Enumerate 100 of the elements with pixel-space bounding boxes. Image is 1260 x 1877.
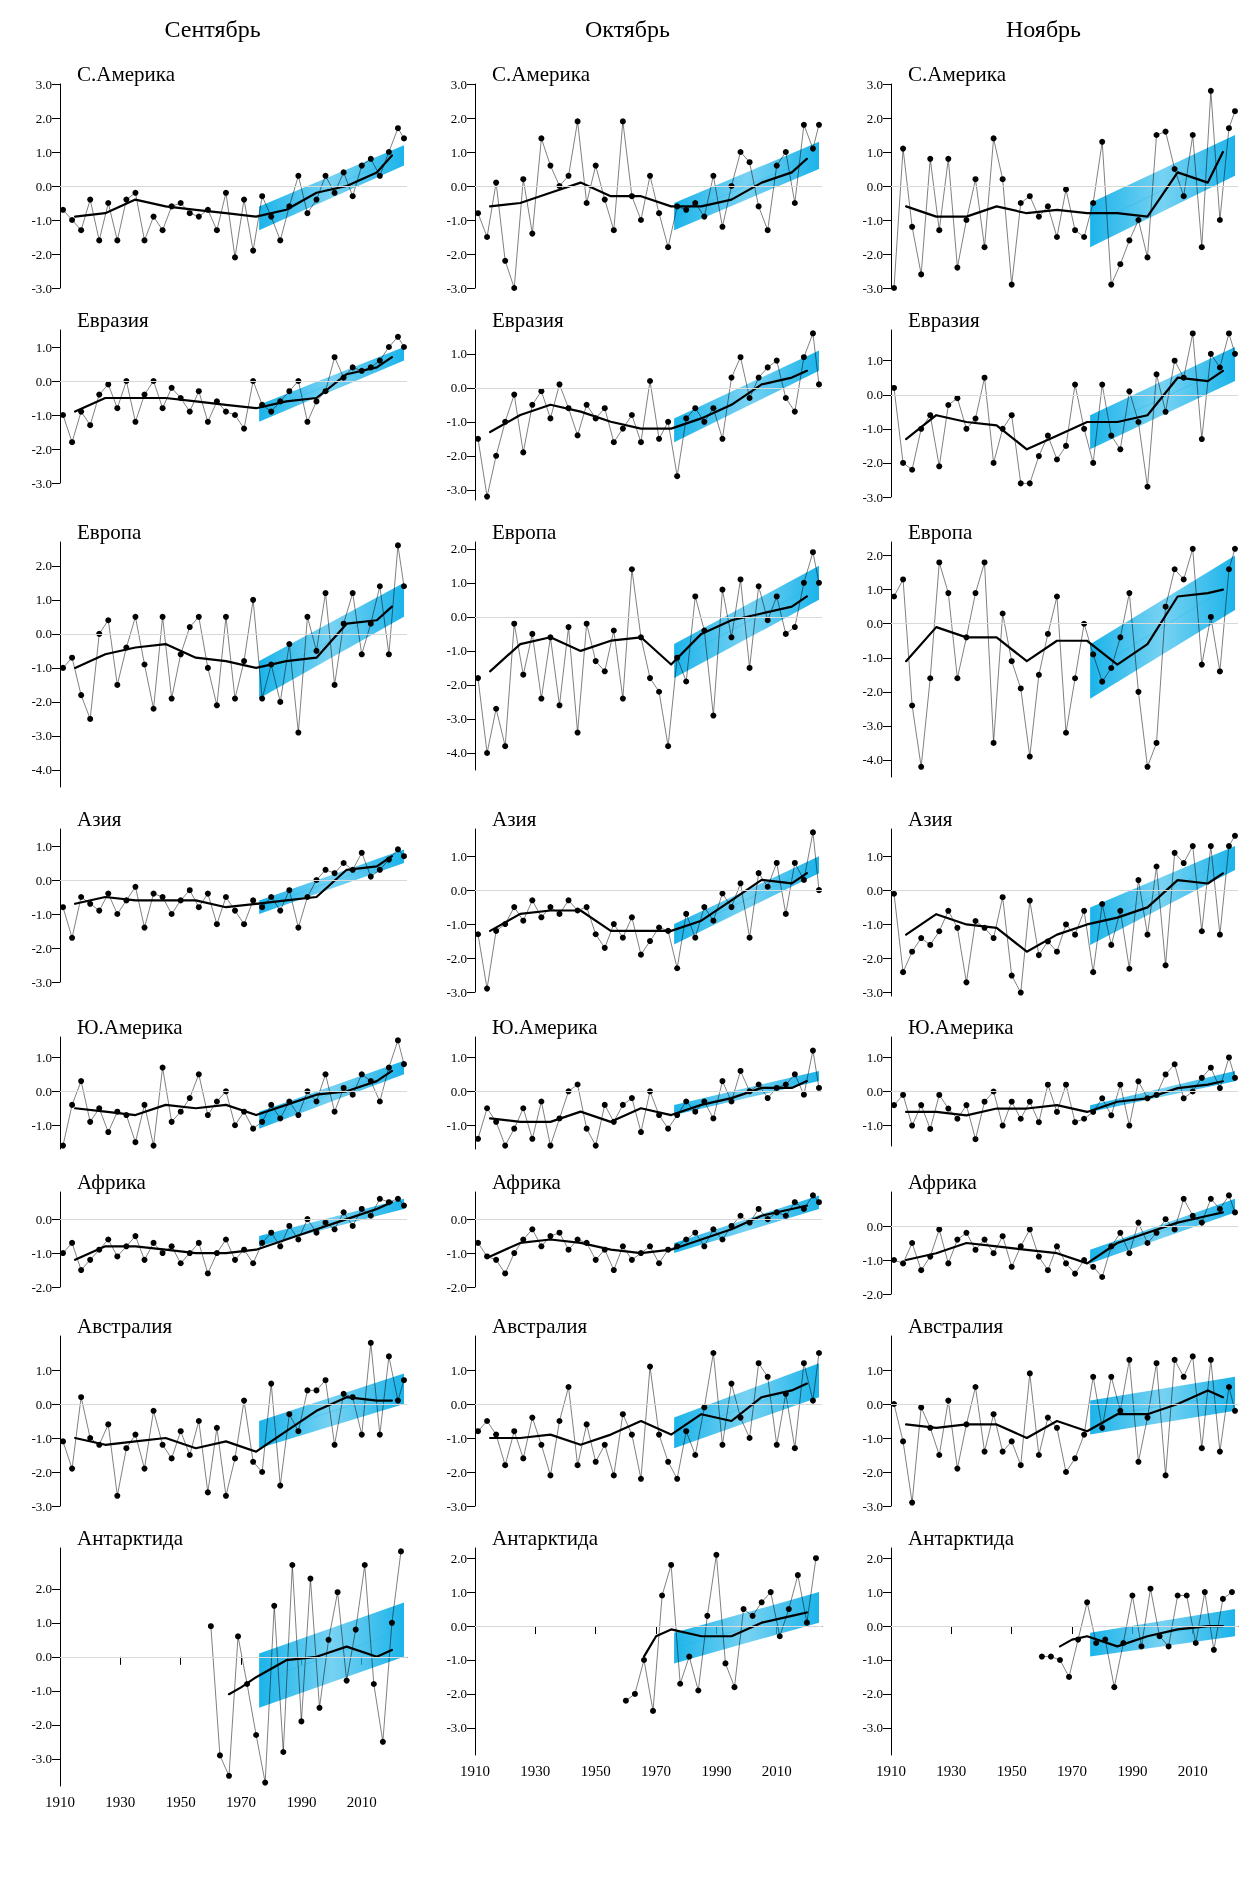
x-tick-label: 1950 xyxy=(165,1793,196,1810)
y-tick-label: -2.0 xyxy=(862,246,883,262)
y-tick-label: -1.0 xyxy=(446,1430,468,1446)
y-tick-label: -4.0 xyxy=(31,762,52,778)
y-tick-label: -3.0 xyxy=(31,280,52,296)
y-tick-label: 1.0 xyxy=(866,1050,883,1066)
y-tick-label: -2.0 xyxy=(862,1286,883,1302)
y-tick-label: 1.0 xyxy=(35,838,52,854)
chart-subtitle: Азия xyxy=(492,806,538,831)
chart-subtitle: Ю.Америка xyxy=(77,1014,184,1039)
chart-title: Октябрь xyxy=(585,16,671,42)
y-tick-label: 2.0 xyxy=(35,110,52,126)
y-tick-label: 0.0 xyxy=(866,616,883,632)
x-tick-label: 1970 xyxy=(226,1793,257,1810)
y-tick-label: -2.0 xyxy=(31,1279,52,1295)
y-tick-label: 0.0 xyxy=(866,1084,883,1100)
chart-subtitle: Евразия xyxy=(907,307,980,332)
y-tick-label: -2.0 xyxy=(31,1464,52,1480)
chart-title: Ноябрь xyxy=(1005,16,1081,42)
y-tick-label: -1.0 xyxy=(31,1245,52,1261)
y-tick-label: -3.0 xyxy=(862,280,883,296)
y-tick-label: 1.0 xyxy=(866,353,883,369)
y-tick-label: -1.0 xyxy=(862,421,883,437)
y-tick-label: 0.0 xyxy=(35,1084,52,1100)
y-tick-label: -1.0 xyxy=(31,1118,52,1134)
y-tick-label: 0.0 xyxy=(35,178,52,194)
y-tick-label: -2.0 xyxy=(446,950,468,966)
y-tick-label: -3.0 xyxy=(31,974,52,990)
y-tick-label: 1.0 xyxy=(35,592,52,608)
y-tick-label: -1.0 xyxy=(862,916,883,932)
y-tick-label: -3.0 xyxy=(446,711,468,727)
y-tick-label: 3.0 xyxy=(35,76,52,92)
x-tick-label: 1910 xyxy=(875,1762,906,1779)
x-tick-label: 1930 xyxy=(936,1762,966,1779)
chart-subtitle: Евразия xyxy=(77,307,150,332)
y-tick-label: 1.0 xyxy=(35,1362,52,1378)
chart-subtitle: Европа xyxy=(492,519,558,544)
y-tick-label: 0.0 xyxy=(35,1211,52,1227)
y-tick-label: -2.0 xyxy=(862,1686,883,1701)
y-tick-label: -3.0 xyxy=(862,718,883,734)
y-tick-label: -3.0 xyxy=(31,1750,52,1766)
y-tick-label: -1.0 xyxy=(862,1430,883,1446)
y-tick-label: -2.0 xyxy=(31,940,52,956)
chart-subtitle: Африка xyxy=(492,1169,562,1194)
y-tick-label: -3.0 xyxy=(31,475,52,491)
chart-subtitle: Австралия xyxy=(77,1313,173,1338)
x-tick-label: 1970 xyxy=(1056,1762,1087,1779)
y-tick-label: 1.0 xyxy=(451,346,468,362)
chart-subtitle: Африка xyxy=(77,1169,147,1194)
y-tick-label: 1.0 xyxy=(866,1362,883,1378)
y-tick-label: -3.0 xyxy=(446,1498,468,1514)
y-tick-label: -2.0 xyxy=(446,1279,468,1295)
y-tick-label: -2.0 xyxy=(862,684,883,700)
y-tick-label: -1.0 xyxy=(862,1252,883,1268)
y-tick-label: 0.0 xyxy=(35,1648,52,1664)
chart-title: Сентябрь xyxy=(164,16,261,42)
y-tick-label: 2.0 xyxy=(866,110,883,126)
y-tick-label: -2.0 xyxy=(31,246,52,262)
y-tick-label: 2.0 xyxy=(35,558,52,574)
y-tick-label: 1.0 xyxy=(451,144,468,160)
y-tick-label: -3.0 xyxy=(862,1498,883,1514)
y-tick-label: 0.0 xyxy=(451,1084,468,1100)
y-tick-label: 0.0 xyxy=(451,178,468,194)
y-tick-label: 2.0 xyxy=(451,1550,468,1566)
x-tick-label: 1970 xyxy=(641,1762,672,1779)
y-tick-label: 0.0 xyxy=(866,1218,883,1234)
chart-subtitle: С.Америка xyxy=(907,61,1007,86)
y-tick-label: 1.0 xyxy=(451,575,468,591)
y-tick-label: 0.0 xyxy=(35,872,52,888)
y-tick-label: 0.0 xyxy=(451,609,468,625)
y-tick-label: 1.0 xyxy=(866,1584,883,1600)
y-tick-label: -2.0 xyxy=(446,448,468,464)
chart-subtitle: Австралия xyxy=(492,1313,588,1338)
y-tick-label: -2.0 xyxy=(446,1686,468,1701)
x-tick-label: 1910 xyxy=(45,1793,75,1810)
y-tick-label: -2.0 xyxy=(31,1716,52,1732)
y-tick-label: -3.0 xyxy=(862,1719,883,1735)
y-tick-label: -1.0 xyxy=(31,1682,52,1698)
y-tick-label: -1.0 xyxy=(446,1118,468,1134)
y-tick-label: -2.0 xyxy=(446,1464,468,1480)
y-tick-label: -2.0 xyxy=(446,677,468,693)
y-tick-label: -1.0 xyxy=(862,650,883,666)
y-tick-label: -3.0 xyxy=(446,1719,468,1735)
y-tick-label: 0.0 xyxy=(451,1396,468,1412)
y-tick-label: 1.0 xyxy=(866,582,883,598)
x-tick-label: 1990 xyxy=(286,1793,317,1810)
x-tick-label: 1930 xyxy=(520,1762,551,1779)
chart-subtitle: Европа xyxy=(907,519,973,544)
y-tick-label: -1.0 xyxy=(446,916,468,932)
y-tick-label: 0.0 xyxy=(866,387,883,403)
x-tick-label: 1910 xyxy=(460,1762,491,1779)
y-tick-label: -1.0 xyxy=(31,212,52,228)
y-tick-label: 2.0 xyxy=(451,110,468,126)
y-tick-label: 1.0 xyxy=(866,144,883,160)
x-tick-label: 2010 xyxy=(1177,1762,1208,1779)
y-tick-label: 2.0 xyxy=(866,548,883,564)
x-tick-label: 1990 xyxy=(701,1762,732,1779)
y-tick-label: -1.0 xyxy=(446,643,468,659)
x-tick-label: 2010 xyxy=(346,1793,377,1810)
y-tick-label: -1.0 xyxy=(31,660,52,676)
